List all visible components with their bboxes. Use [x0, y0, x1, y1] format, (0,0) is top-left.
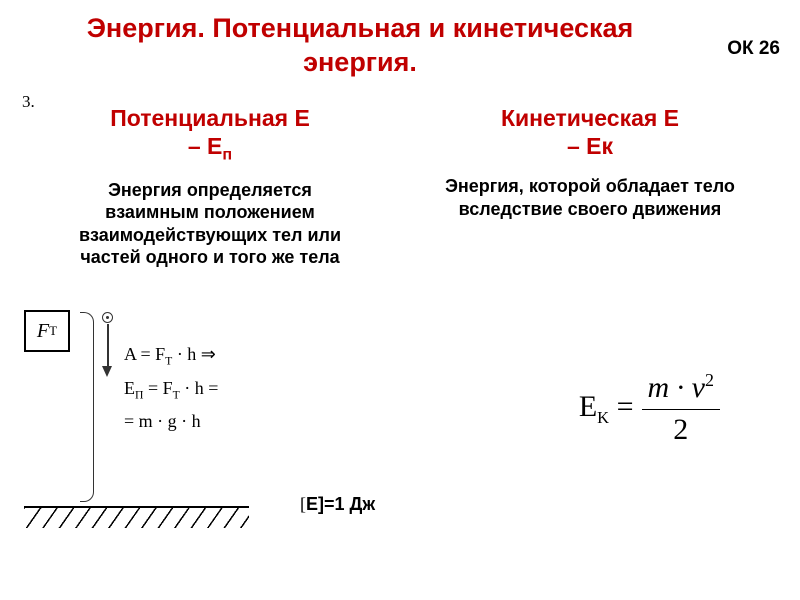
potential-diagram: FТ A = FТ · h ⇒ EП = FТ · h = = m · g · …	[24, 310, 249, 540]
force-arrow-line	[107, 324, 109, 369]
content-columns: Потенциальная Е – Еп Энергия определяетс…	[0, 80, 800, 269]
kinetic-title-line1: Кинетическая Е	[501, 105, 679, 131]
kinetic-definition: Энергия, которой обладает тело вследстви…	[440, 175, 740, 220]
fraction-bar	[642, 409, 720, 411]
force-symbol: F	[37, 320, 49, 343]
kinetic-title-line2: – Ек	[567, 133, 613, 159]
section-number: 3.	[22, 92, 35, 112]
formula-line2: EП = FТ · h =	[124, 372, 218, 406]
kinetic-denominator: 2	[667, 413, 694, 448]
height-bracket	[80, 312, 94, 502]
potential-formulas: A = FТ · h ⇒ EП = FТ · h = = m · g · h	[124, 338, 218, 438]
force-subscript: Т	[49, 323, 57, 339]
force-box: FТ	[24, 310, 70, 352]
kinetic-numerator: m · v2	[642, 370, 720, 406]
formula-line3: = m · g · h	[124, 405, 218, 437]
potential-column: Потенциальная Е – Еп Энергия определяетс…	[60, 104, 360, 269]
kinetic-title: Кинетическая Е – Ек	[440, 104, 740, 162]
potential-subscript: п	[222, 146, 232, 164]
ok-label: ОК 26	[727, 38, 780, 60]
kinetic-fraction: m · v2 2	[642, 370, 720, 448]
unit-label: [Е]=1 Дж	[300, 494, 375, 515]
kinetic-column: Кинетическая Е – Ек Энергия, которой обл…	[440, 104, 740, 269]
ground-hatch	[24, 508, 249, 528]
kinetic-lhs: EK =	[579, 390, 634, 428]
force-arrow-head-icon	[102, 366, 112, 377]
formula-line1: A = FТ · h ⇒	[124, 338, 218, 372]
potential-definition: Энергия определяется взаимным положением…	[60, 179, 360, 269]
kinetic-formula: EK = m · v2 2	[579, 370, 720, 448]
potential-title-line1: Потенциальная Е	[110, 105, 310, 131]
page-title: Энергия. Потенциальная и кинетическая эн…	[0, 0, 800, 80]
potential-title: Потенциальная Е – Еп	[60, 104, 360, 165]
body-dot-icon	[102, 312, 113, 323]
ground-icon	[24, 506, 249, 528]
unit-text: Е]=1 Дж	[306, 494, 375, 514]
potential-title-line2: – Е	[188, 133, 223, 159]
